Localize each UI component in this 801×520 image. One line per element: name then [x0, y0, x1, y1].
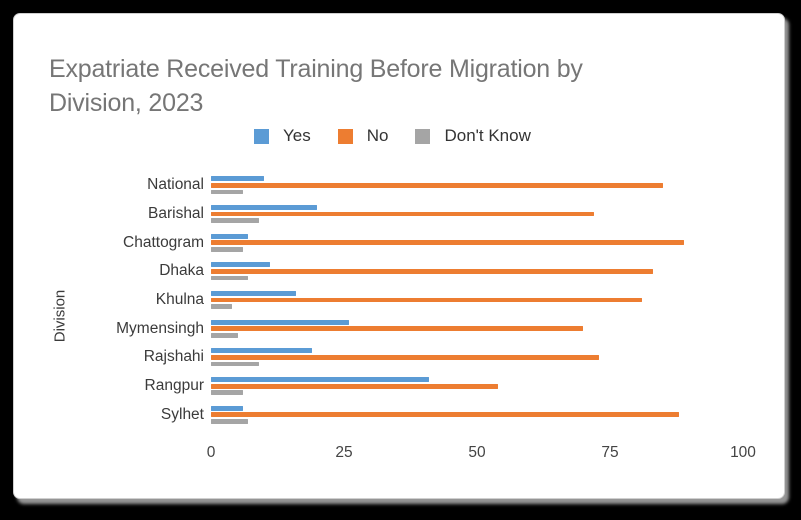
x-tick-25: 25 — [335, 444, 353, 461]
chart-row-sylhet: Sylhet — [14, 401, 769, 430]
chart-legend: Yes No Don't Know — [254, 126, 531, 146]
chart-row-rajshahi: Rajshahi — [14, 343, 769, 372]
bar-no-sylhet — [211, 412, 680, 418]
bar-yes-chattogram — [211, 233, 249, 239]
bar-yes-dhaka — [211, 262, 270, 268]
legend-label-yes: Yes — [283, 126, 311, 145]
legend-item-no: No — [337, 126, 389, 146]
category-label-rangpur: Rangpur — [144, 377, 204, 395]
bar-don-t-know-mymensingh — [211, 332, 238, 338]
category-label-barishal: Barishal — [148, 205, 204, 223]
legend-swatch-no — [337, 128, 353, 144]
legend-label-no: No — [366, 126, 389, 145]
x-axis-ticks: 0 25 50 75 100 — [207, 444, 756, 464]
bar-no-dhaka — [211, 269, 653, 274]
category-label-sylhet: Sylhet — [160, 405, 204, 423]
bar-group-rangpur — [211, 377, 499, 396]
chart-row-barishal: Barishal — [14, 200, 769, 229]
bar-group-dhaka — [211, 262, 653, 281]
x-tick-50: 50 — [468, 444, 486, 461]
x-tick-100: 100 — [730, 444, 756, 461]
legend-swatch-yes — [254, 128, 269, 144]
x-tick-75: 75 — [601, 444, 619, 461]
bar-don-t-know-national — [211, 189, 243, 195]
bar-group-khulna — [211, 291, 642, 310]
category-label-national: National — [147, 176, 204, 194]
bar-don-t-know-rangpur — [211, 390, 243, 396]
chart-row-mymensingh: Mymensingh — [14, 314, 769, 343]
bar-yes-national — [211, 176, 265, 182]
bar-group-rajshahi — [211, 348, 600, 367]
chart-row-dhaka: Dhaka — [14, 257, 769, 286]
chart-row-chattogram: Chattogram — [14, 228, 769, 257]
bar-yes-sylhet — [211, 405, 243, 411]
chart-rows: National Barishal Chattogram Dhaka Khulna Mym… — [14, 171, 769, 429]
bar-no-mymensingh — [211, 326, 584, 332]
category-label-mymensingh: Mymensingh — [116, 319, 204, 337]
bar-no-chattogram — [211, 240, 685, 246]
chart-title-line1: Expatriate Received Training Before Migr… — [49, 55, 583, 83]
category-label-khulna: Khulna — [155, 291, 204, 309]
bar-yes-rajshahi — [211, 348, 313, 354]
chart-title: Expatriate Received Training Before Migr… — [49, 52, 689, 120]
bar-group-national — [211, 176, 664, 195]
chart-row-khulna: Khulna — [14, 286, 769, 315]
bar-no-rangpur — [211, 383, 499, 389]
legend-swatch-don-t-know — [415, 128, 431, 144]
bar-don-t-know-sylhet — [211, 419, 249, 424]
category-label-rajshahi: Rajshahi — [143, 348, 204, 366]
bar-yes-rangpur — [211, 377, 430, 382]
bar-yes-barishal — [211, 205, 318, 210]
bar-yes-mymensingh — [211, 319, 350, 325]
bar-no-barishal — [211, 211, 595, 217]
bar-group-mymensingh — [211, 319, 584, 338]
legend-item-yes: Yes — [254, 126, 311, 146]
bar-don-t-know-barishal — [211, 218, 259, 224]
bar-don-t-know-dhaka — [211, 275, 249, 281]
chart-row-rangpur: Rangpur — [14, 372, 769, 401]
bar-no-rajshahi — [211, 355, 600, 360]
bar-group-sylhet — [211, 405, 680, 424]
chart-title-line2: Division, 2023 — [49, 89, 204, 117]
bar-don-t-know-chattogram — [211, 246, 243, 252]
chart-row-national: National — [14, 171, 769, 200]
legend-item-don-t-know: Don't Know — [415, 126, 531, 146]
category-label-dhaka: Dhaka — [159, 262, 204, 280]
bar-don-t-know-rajshahi — [211, 361, 259, 367]
bar-group-barishal — [211, 205, 595, 224]
bar-don-t-know-khulna — [211, 304, 233, 310]
bar-yes-khulna — [211, 291, 297, 296]
bar-no-national — [211, 182, 664, 188]
bar-group-chattogram — [211, 233, 685, 252]
legend-label-don-t-know: Don't Know — [444, 126, 531, 145]
chart-card: Expatriate Received Training Before Migr… — [13, 13, 785, 499]
x-tick-0: 0 — [206, 444, 216, 461]
bar-no-khulna — [211, 297, 642, 303]
category-label-chattogram: Chattogram — [123, 233, 204, 251]
